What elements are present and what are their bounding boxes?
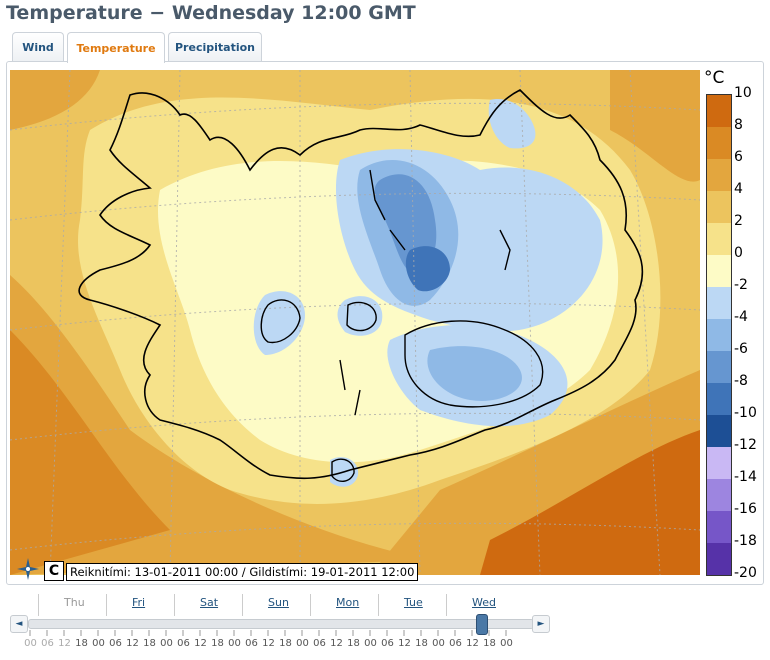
timeline-hour: 06 bbox=[381, 638, 394, 649]
legend-unit: °C bbox=[704, 68, 725, 88]
timeline-hour: 18 bbox=[279, 638, 292, 649]
timeline-thumb[interactable] bbox=[476, 614, 488, 635]
timeline-hour: 00 bbox=[500, 638, 513, 649]
timeline-day-sun[interactable]: Sun bbox=[268, 596, 289, 609]
legend-swatch bbox=[707, 95, 731, 127]
timeline-day-mon[interactable]: Mon bbox=[336, 596, 360, 609]
temperature-legend: °C 10 8 6 4 2 0 -2 -4 -6 -8 -10 -12 -14 -16 -18 -20 bbox=[700, 68, 766, 581]
legend-label: 8 bbox=[734, 117, 743, 133]
legend-label: -2 bbox=[734, 277, 748, 293]
timeline-slider: Thu Fri Sat Sun Mon Tue Wed ◄ ► 00 06 12 18 00 06 12… bbox=[10, 588, 555, 658]
legend-swatch bbox=[707, 447, 731, 479]
timeline-next-button[interactable]: ► bbox=[532, 615, 550, 633]
timeline-day-sat[interactable]: Sat bbox=[200, 596, 219, 609]
legend-label: -10 bbox=[734, 405, 757, 421]
legend-swatch bbox=[707, 255, 731, 287]
timeline-hour: 18 bbox=[483, 638, 496, 649]
legend-swatch bbox=[707, 287, 731, 319]
timeline-hour: 18 bbox=[415, 638, 428, 649]
timeline-hour: 00 bbox=[228, 638, 241, 649]
legend-label: 0 bbox=[734, 245, 743, 261]
page-title: Temperature − Wednesday 12:00 GMT bbox=[6, 2, 416, 24]
timeline-hour: 12 bbox=[398, 638, 411, 649]
timeline-hour: 12 bbox=[262, 638, 275, 649]
legend-label: 4 bbox=[734, 181, 743, 197]
timeline-hour: 18 bbox=[347, 638, 360, 649]
legend-swatch bbox=[707, 543, 731, 575]
timeline-day-fri[interactable]: Fri bbox=[132, 596, 146, 609]
forecast-time-info: Reiknitími: 13-01-2011 00:00 / Gildistím… bbox=[66, 563, 419, 581]
legend-label: 2 bbox=[734, 213, 743, 229]
temperature-map-graphic bbox=[10, 70, 700, 575]
timeline-hour: 06 bbox=[245, 638, 258, 649]
timeline-hour: 18 bbox=[75, 638, 88, 649]
timeline-hour: 00 bbox=[296, 638, 309, 649]
timeline-ticks bbox=[29, 630, 507, 636]
legend-color-bar bbox=[706, 94, 732, 576]
legend-swatch bbox=[707, 479, 731, 511]
timeline-hour: 00 bbox=[92, 638, 105, 649]
day-divider bbox=[38, 594, 39, 616]
legend-label: -14 bbox=[734, 469, 757, 485]
day-divider bbox=[310, 594, 311, 616]
legend-label: -4 bbox=[734, 309, 748, 325]
legend-swatch bbox=[707, 159, 731, 191]
legend-label: -8 bbox=[734, 373, 748, 389]
legend-swatch bbox=[707, 191, 731, 223]
legend-swatch bbox=[707, 127, 731, 159]
timeline-hour: 00 bbox=[160, 638, 173, 649]
tab-temperature[interactable]: Temperature bbox=[67, 32, 165, 63]
timeline-hour: 00 bbox=[24, 638, 37, 649]
legend-label: -20 bbox=[734, 565, 757, 581]
legend-label: -12 bbox=[734, 437, 757, 453]
timeline-day-wed[interactable]: Wed bbox=[472, 596, 496, 609]
day-divider bbox=[378, 594, 379, 616]
timeline-prev-button[interactable]: ◄ bbox=[10, 615, 28, 633]
legend-swatch bbox=[707, 223, 731, 255]
legend-swatch bbox=[707, 319, 731, 351]
day-divider bbox=[106, 594, 107, 616]
timeline-hour: 18 bbox=[211, 638, 224, 649]
legend-swatch bbox=[707, 351, 731, 383]
legend-label: -16 bbox=[734, 501, 757, 517]
legend-swatch bbox=[707, 383, 731, 415]
timeline-hour: 06 bbox=[41, 638, 54, 649]
legend-label: 6 bbox=[734, 149, 743, 165]
legend-label: -18 bbox=[734, 533, 757, 549]
timeline-hour: 06 bbox=[313, 638, 326, 649]
timeline-hour: 06 bbox=[109, 638, 122, 649]
timeline-hour: 12 bbox=[58, 638, 71, 649]
timeline-hour: 06 bbox=[177, 638, 190, 649]
legend-label: -6 bbox=[734, 341, 748, 357]
timeline-hours: 00 06 12 18 00 06 12 18 00 06 12 18 00 06 12 18 00 06 12 18… bbox=[22, 638, 515, 649]
temperature-map[interactable] bbox=[10, 70, 700, 575]
timeline-hour: 06 bbox=[449, 638, 462, 649]
timeline-day-thu: Thu bbox=[64, 596, 85, 609]
tab-precipitation[interactable]: Precipitation bbox=[168, 32, 262, 61]
legend-swatch bbox=[707, 415, 731, 447]
legend-label: 10 bbox=[734, 85, 752, 101]
timeline-hour: 12 bbox=[466, 638, 479, 649]
compass-icon[interactable] bbox=[16, 557, 40, 581]
timeline-hour: 00 bbox=[364, 638, 377, 649]
legend-swatch bbox=[707, 511, 731, 543]
day-divider bbox=[174, 594, 175, 616]
timeline-day-tue[interactable]: Tue bbox=[404, 596, 423, 609]
timeline-hour: 12 bbox=[126, 638, 139, 649]
timeline-hour: 12 bbox=[330, 638, 343, 649]
timeline-hour: 18 bbox=[143, 638, 156, 649]
timeline-hour: 00 bbox=[432, 638, 445, 649]
day-divider bbox=[446, 594, 447, 616]
timeline-hour: 12 bbox=[194, 638, 207, 649]
map-c-button[interactable]: C bbox=[44, 561, 64, 581]
timeline-track[interactable] bbox=[28, 619, 534, 629]
day-divider bbox=[242, 594, 243, 616]
tab-wind[interactable]: Wind bbox=[12, 32, 64, 61]
